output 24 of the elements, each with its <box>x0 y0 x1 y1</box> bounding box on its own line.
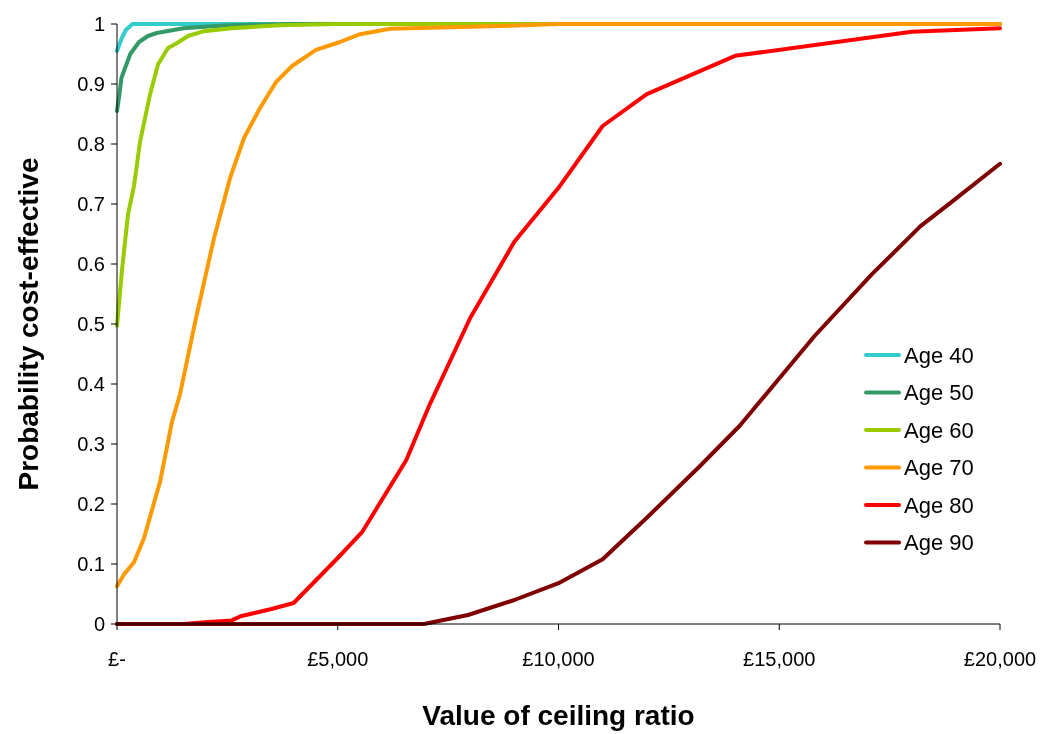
x-axis-title: Value of ceiling ratio <box>422 700 695 731</box>
x-tick-label: £- <box>108 648 126 670</box>
x-tick-label: £20,000 <box>963 648 1037 670</box>
y-tick-label: 1 <box>93 13 105 35</box>
y-tick-label: 0.4 <box>77 373 105 395</box>
y-tick-label: 0.3 <box>77 433 105 455</box>
x-tick-label: £10,000 <box>522 648 595 670</box>
legend-label: Age 90 <box>904 530 974 556</box>
legend-label: Age 60 <box>904 417 974 443</box>
y-tick-label: 0.8 <box>77 133 105 155</box>
legend-label: Age 50 <box>904 380 974 406</box>
x-tick-label: £15,000 <box>743 648 816 670</box>
x-tick-label: £5,000 <box>307 648 369 670</box>
y-tick-label: 0.5 <box>77 313 105 335</box>
y-tick-label: 0.2 <box>77 493 105 515</box>
legend-label: Age 40 <box>904 342 974 368</box>
y-tick-label: 0.6 <box>77 253 105 275</box>
y-tick-label: 0.1 <box>77 553 105 575</box>
y-tick-label: 0.9 <box>77 73 105 95</box>
legend-label: Age 70 <box>904 455 974 481</box>
y-axis-title: Probability cost-effective <box>13 157 44 491</box>
y-tick-label: 0 <box>93 613 105 635</box>
y-tick-label: 0.7 <box>77 193 105 215</box>
legend-label: Age 80 <box>904 492 974 518</box>
